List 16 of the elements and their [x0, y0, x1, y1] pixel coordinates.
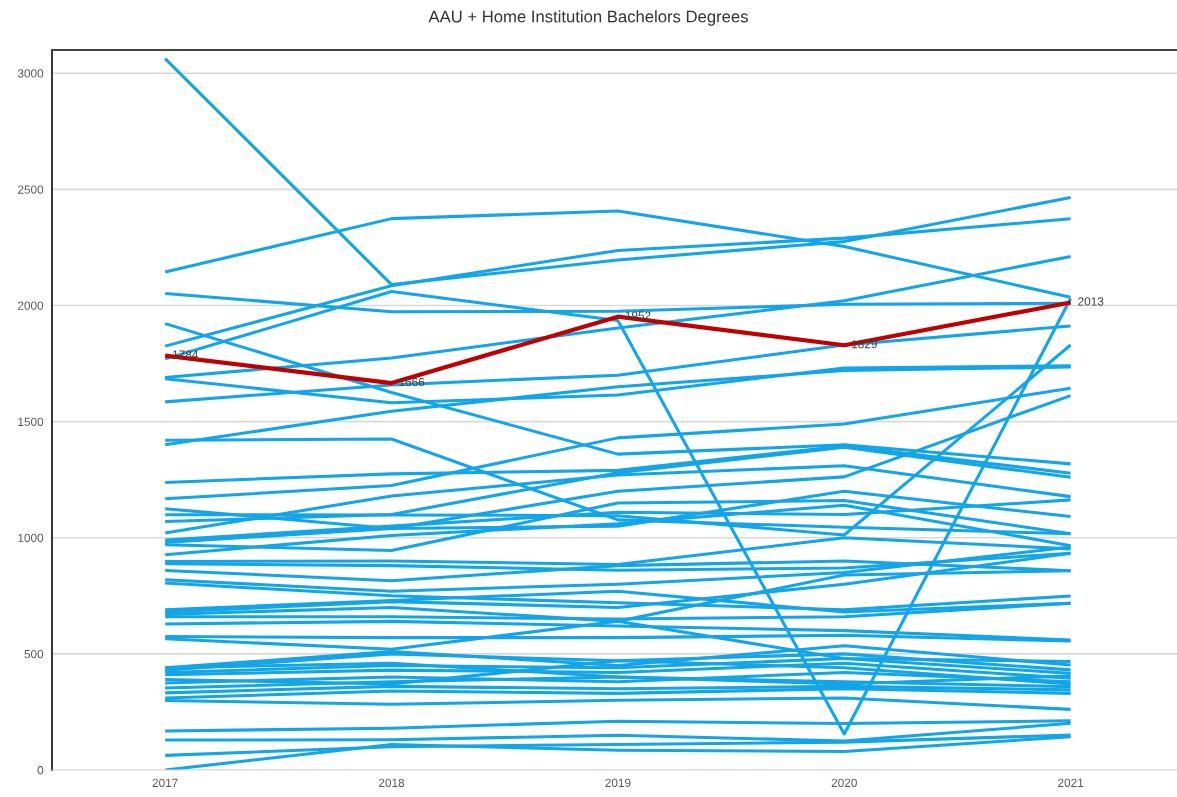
y-tick-label: 0: [37, 766, 44, 775]
data-label: 2013: [1078, 297, 1104, 306]
y-tick-label: 2000: [18, 301, 44, 310]
x-tick-label: 2021: [1058, 778, 1084, 787]
y-tick-label: 2500: [18, 185, 44, 194]
x-tick-label: 2018: [379, 778, 405, 787]
y-tick-label: 1000: [18, 533, 44, 543]
x-tick-label: 2020: [831, 778, 857, 787]
y-tick-label: 500: [24, 649, 44, 659]
y-tick-label: 3000: [17, 69, 44, 78]
x-tick-label: 2017: [152, 778, 178, 787]
data-label: 1666: [399, 377, 425, 387]
y-tick-label: 1500: [18, 417, 44, 427]
chart-title: AAU + Home Institution Bachelors Degrees: [428, 10, 748, 26]
x-tick-label: 2019: [605, 778, 631, 787]
data-label: 1829: [852, 340, 877, 349]
